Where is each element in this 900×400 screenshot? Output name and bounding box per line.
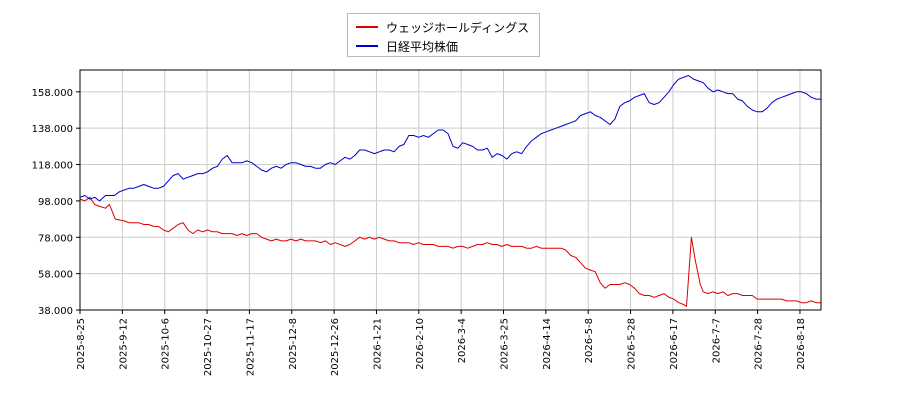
x-axis: 2025-8-25 2025-9-12 2025-10-6 2025-10-27 202… [76, 310, 807, 376]
x-tick-label: 2026-7-28 [754, 318, 765, 370]
legend-swatch-blue [356, 45, 378, 47]
series-line-nikkei [79, 75, 821, 202]
x-tick-label: 2025-10-27 [203, 318, 214, 376]
x-tick-label: 2025-12-26 [330, 318, 341, 376]
x-tick-label: 2026-2-10 [415, 318, 426, 370]
x-tick-label: 2026-4-14 [542, 318, 553, 370]
legend-label-wedge: ウェッジホールディングス [386, 20, 530, 35]
x-tick-label: 2025-8-25 [76, 318, 87, 370]
y-axis: 38.000 58.000 78.000 98.000 118.000 138.000 15… [32, 88, 80, 317]
legend-label-nikkei: 日経平均株価 [386, 39, 459, 54]
legend-item-wedge: ウェッジホールディングス [356, 18, 529, 36]
x-tick-label: 2026-5-8 [584, 318, 595, 363]
x-tick-label: 2026-6-17 [669, 318, 680, 370]
series-lines [79, 75, 821, 307]
y-tick-label: 158.000 [32, 88, 73, 99]
x-tick-label: 2026-8-18 [796, 318, 807, 370]
grid-lines [80, 70, 821, 311]
series-line-wedge [79, 196, 821, 307]
x-tick-label: 2025-11-17 [245, 318, 256, 376]
y-tick-label: 38.000 [38, 306, 73, 317]
x-tick-label: 2026-1-21 [372, 318, 383, 370]
plot-frame [79, 69, 822, 311]
x-tick-label: 2025-10-6 [161, 318, 172, 370]
x-tick-label: 2026-3-25 [500, 318, 511, 370]
y-tick-label: 138.000 [32, 124, 73, 135]
x-tick-label: 2025-9-12 [118, 318, 129, 370]
y-tick-label: 98.000 [38, 197, 73, 208]
y-tick-label: 58.000 [38, 270, 73, 281]
x-tick-label: 2025-12-8 [288, 318, 299, 370]
legend: ウェッジホールディングス 日経平均株価 [347, 13, 540, 57]
legend-swatch-red [356, 26, 378, 28]
y-tick-label: 118.000 [32, 161, 73, 172]
x-tick-label: 2026-3-4 [457, 318, 468, 363]
x-tick-label: 2026-5-28 [627, 318, 638, 370]
y-tick-label: 78.000 [38, 233, 73, 244]
legend-item-nikkei: 日経平均株価 [356, 37, 458, 55]
x-tick-label: 2026-7-7 [711, 318, 722, 363]
